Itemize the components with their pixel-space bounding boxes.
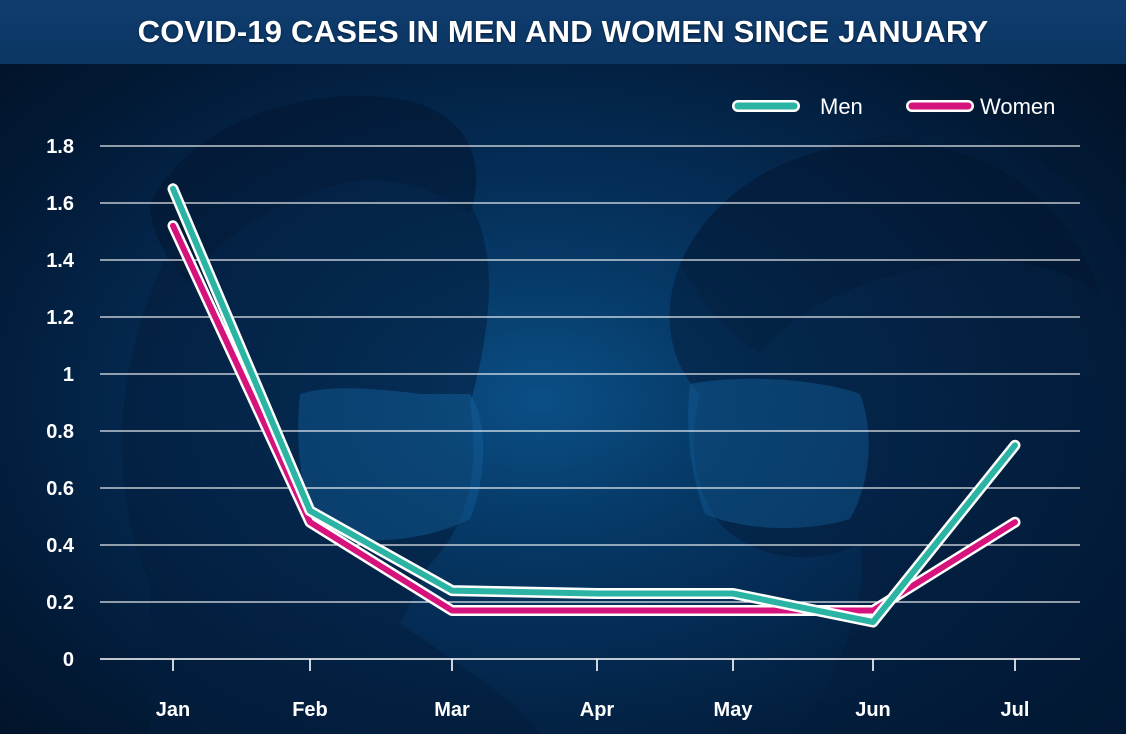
- y-tick-label: 0.2: [46, 592, 74, 614]
- y-tick-label: 0.4: [46, 535, 75, 557]
- series-line-men: [170, 185, 1018, 625]
- legend-label: Women: [980, 94, 1055, 119]
- y-tick-label: 1: [63, 364, 74, 386]
- y-tick-label: 0.8: [46, 421, 74, 443]
- x-tick-label: Jan: [156, 699, 190, 721]
- series-outline-women: [167, 220, 1021, 616]
- y-tick-label: 0: [63, 649, 74, 671]
- legend-item-men: Men: [732, 94, 863, 119]
- y-tick-label: 1.4: [46, 250, 75, 272]
- x-tick-label: Mar: [434, 699, 470, 721]
- y-axis-ticks: 0 0.2 0.4 0.6 0.8 1 1.2 1.4 1.6 1.8: [46, 136, 75, 671]
- chart-title: COVID-19 CASES IN MEN AND WOMEN SINCE JA…: [137, 14, 989, 49]
- x-tick-label: Feb: [292, 699, 328, 721]
- data-series: [167, 183, 1021, 628]
- x-tick-label: Apr: [580, 699, 615, 721]
- series-line-women: [170, 222, 1018, 614]
- x-tick-label: Jul: [1001, 699, 1030, 721]
- y-tick-label: 1.8: [46, 136, 74, 158]
- x-tick-label: Jun: [855, 699, 891, 721]
- title-bar: COVID-19 CASES IN MEN AND WOMEN SINCE JA…: [0, 0, 1126, 64]
- y-tick-label: 0.6: [46, 478, 74, 500]
- x-axis-ticks: Jan Feb Mar Apr May Jun Jul: [156, 659, 1030, 721]
- legend: Men Women: [732, 94, 1055, 119]
- man-silhouette: [121, 95, 540, 734]
- x-tick-label: May: [714, 699, 754, 721]
- y-tick-label: 1.6: [46, 193, 74, 215]
- background-illustration: [121, 95, 1126, 734]
- legend-item-women: Women: [906, 94, 1055, 119]
- woman-silhouette: [669, 132, 1126, 734]
- series-outline-men: [167, 183, 1021, 628]
- y-tick-label: 1.2: [46, 307, 74, 329]
- legend-label: Men: [820, 94, 863, 119]
- grid-lines: [100, 145, 1080, 603]
